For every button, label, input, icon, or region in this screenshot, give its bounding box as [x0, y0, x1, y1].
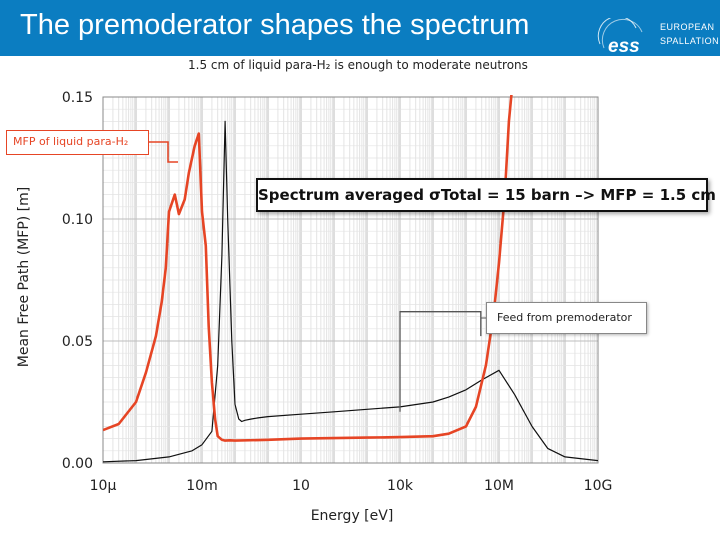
chart-subtitle: 1.5 cm of liquid para-H₂ is enough to mo… — [188, 58, 528, 72]
x-tick-label: 10 — [292, 478, 310, 494]
mfp-callout-leader — [149, 141, 178, 163]
x-tick-label: 10k — [387, 478, 414, 494]
y-axis-label-text: Mean Free Path (MFP) [m] — [16, 186, 32, 368]
annotation-leader-lines — [149, 141, 486, 412]
y-tick-label: 0.15 — [62, 90, 93, 106]
svg-text:ess: ess — [608, 36, 640, 57]
chart-series — [103, 95, 598, 463]
slide-title: The premoderator shapes the spectrum — [20, 9, 530, 41]
logo-text-european: EUROPEAN — [660, 22, 715, 32]
feed-callout: Feed from premoderator — [486, 302, 647, 334]
y-tick-label: 0.00 — [62, 456, 93, 472]
logo-text-spallation: SPALLATION — [660, 36, 720, 46]
feed-step-line — [399, 311, 482, 412]
x-tick-label: 10μ — [90, 478, 117, 494]
ess-logo: ess EUROPEAN SPALLATION — [596, 18, 720, 60]
x-tick-label: 10M — [484, 478, 514, 494]
x-tick-label: 10m — [186, 478, 217, 494]
mfp-legend-callout: MFP of liquid para-H₂ — [6, 130, 149, 155]
spectrum-average-note: Spectrum averaged σTotal = 15 barn –> MF… — [256, 178, 716, 212]
x-axis-label: Energy [eV] — [310, 508, 394, 524]
title-bar: The premoderator shapes the spectrum ess… — [0, 0, 720, 57]
chart-grid — [102, 96, 599, 464]
y-tick-label: 0.05 — [62, 334, 93, 350]
series-mfp-line — [103, 95, 513, 442]
x-tick-label: 10G — [584, 478, 613, 494]
series-spectrum-line — [103, 120, 598, 463]
y-tick-label: 0.10 — [62, 212, 93, 228]
plot-frame — [102, 96, 599, 464]
chart-axes: 0.00 0.05 0.10 0.15 10μ 10m 10 10k 10M 10G — [62, 90, 613, 494]
ess-logo-mark-icon: ess — [597, 18, 643, 57]
